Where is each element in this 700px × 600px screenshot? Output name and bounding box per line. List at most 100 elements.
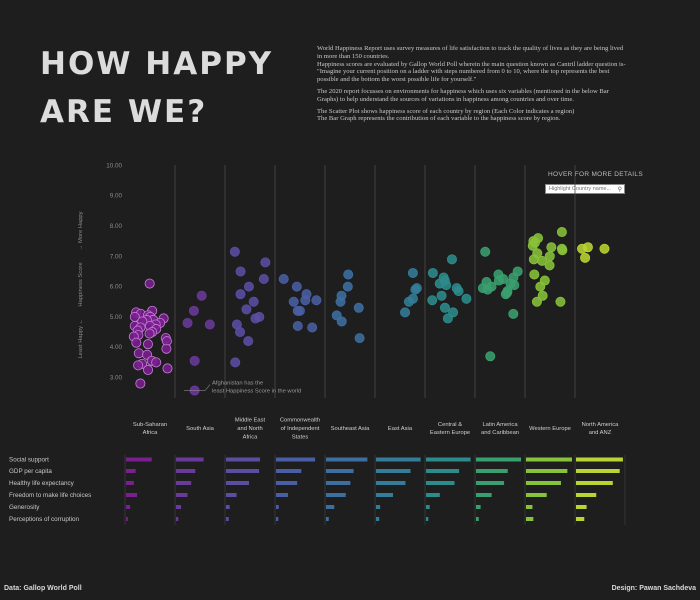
scatter-point bbox=[241, 304, 252, 315]
scatter-point bbox=[188, 305, 199, 316]
y-axis-label-part: → More Happy bbox=[78, 211, 84, 250]
scatter-point bbox=[509, 280, 520, 291]
scatter-point bbox=[248, 296, 259, 307]
y-axis-label-part: Happiness Score bbox=[78, 262, 84, 306]
bar bbox=[376, 457, 421, 462]
bar bbox=[226, 457, 261, 462]
scatter-point bbox=[400, 307, 411, 318]
scatter-point bbox=[307, 322, 318, 333]
bar bbox=[276, 505, 279, 509]
scatter-point bbox=[288, 296, 299, 307]
bar bbox=[276, 517, 279, 521]
bar bbox=[376, 517, 380, 521]
scatter-point bbox=[577, 243, 588, 254]
description: World Happiness Report uses survey measu… bbox=[317, 45, 629, 123]
scatter-point bbox=[537, 255, 548, 266]
bar bbox=[176, 481, 192, 485]
scatter-point bbox=[354, 333, 365, 344]
annotation-leader bbox=[204, 384, 211, 391]
scatter-point bbox=[480, 246, 491, 257]
region-label: Sub-Saharan Africa bbox=[133, 422, 167, 436]
scatter-point bbox=[556, 227, 567, 238]
scatter-point bbox=[143, 364, 154, 375]
region-label-line: Africa bbox=[143, 430, 159, 436]
scatter-point bbox=[461, 293, 472, 304]
bar bbox=[476, 505, 481, 509]
y-tick-label: 6.00 bbox=[110, 284, 123, 291]
bar bbox=[426, 481, 455, 485]
bar bbox=[326, 505, 335, 509]
bar bbox=[576, 481, 613, 485]
scatter-point bbox=[161, 343, 172, 354]
bar-row-label: Social support bbox=[9, 457, 49, 464]
region-label-line: East Asia bbox=[388, 426, 413, 432]
scatter-point bbox=[531, 296, 542, 307]
scatter-point bbox=[427, 295, 438, 306]
bar bbox=[176, 457, 204, 462]
scatter-point bbox=[142, 339, 153, 350]
bar bbox=[326, 481, 351, 485]
region-label: Latin America and Caribbean bbox=[481, 422, 519, 436]
bar bbox=[526, 493, 547, 497]
bar bbox=[426, 469, 460, 473]
scatter-point bbox=[493, 275, 504, 286]
bar bbox=[526, 505, 533, 509]
region-label-line: of Independent bbox=[281, 426, 320, 432]
region-label-line: and Caribbean bbox=[481, 430, 519, 436]
scatter-point bbox=[250, 313, 261, 324]
scatter-point bbox=[235, 289, 246, 300]
scatter-point bbox=[235, 266, 246, 277]
region-label-line: Eastern Europe bbox=[430, 430, 470, 436]
bar bbox=[176, 493, 188, 497]
bar bbox=[526, 469, 568, 473]
scatter-point bbox=[182, 317, 193, 328]
scatter-point bbox=[189, 355, 200, 366]
scatter-point bbox=[235, 327, 246, 338]
scatter-point bbox=[230, 357, 241, 368]
bar bbox=[376, 493, 394, 497]
scatter-point bbox=[482, 284, 493, 295]
region-label-line: States bbox=[292, 434, 309, 440]
bar bbox=[576, 469, 620, 473]
region-label: Middle East and North Africa bbox=[235, 418, 266, 441]
region-label-line: Central & bbox=[438, 422, 462, 428]
annotation-text: least Happiness Score in the world bbox=[212, 389, 301, 395]
bar bbox=[226, 469, 260, 473]
bar bbox=[176, 469, 196, 473]
scatter-point bbox=[204, 319, 215, 330]
bar bbox=[376, 505, 381, 509]
desc-paragraph-1: World Happiness Report uses survey measu… bbox=[317, 45, 626, 84]
scatter-point bbox=[508, 308, 519, 319]
bar bbox=[226, 517, 229, 521]
scatter-point bbox=[537, 290, 548, 301]
magnifier-icon: ⚲ bbox=[617, 186, 622, 193]
region-label: East Asia bbox=[388, 426, 413, 432]
scatter-point bbox=[436, 290, 447, 301]
scatter-point bbox=[485, 351, 496, 362]
bar bbox=[126, 517, 128, 521]
region-label: Commonwealth of Independent States bbox=[280, 418, 320, 441]
region-label: Western Europe bbox=[529, 426, 571, 432]
desc-paragraph-2: The 2020 report focusses on environments… bbox=[317, 87, 609, 103]
scatter-point bbox=[335, 296, 346, 307]
scatter-point bbox=[557, 245, 568, 256]
region-label-line: North America bbox=[582, 422, 620, 428]
scatter-point bbox=[580, 252, 591, 263]
scatter-point bbox=[144, 278, 155, 289]
highlight-country-input[interactable]: Highlight Country name... ⚲ bbox=[545, 184, 625, 194]
scatter-point bbox=[258, 274, 269, 285]
y-tick-label: 3.00 bbox=[110, 375, 123, 382]
bar bbox=[176, 517, 179, 521]
bar-row-label: Perceptions of corruption bbox=[9, 516, 80, 523]
scatter-point bbox=[441, 280, 452, 291]
scatter-point bbox=[135, 378, 146, 389]
region-label: Southeast Asia bbox=[331, 426, 370, 432]
region-label: North America and ANZ bbox=[582, 422, 620, 436]
bar bbox=[526, 517, 534, 521]
bar bbox=[476, 469, 508, 473]
scatter-point bbox=[336, 316, 347, 327]
y-tick-label: 8.00 bbox=[110, 223, 123, 230]
bar bbox=[126, 481, 134, 485]
y-tick-label: 4.00 bbox=[110, 344, 123, 351]
scatter-point bbox=[144, 328, 155, 339]
